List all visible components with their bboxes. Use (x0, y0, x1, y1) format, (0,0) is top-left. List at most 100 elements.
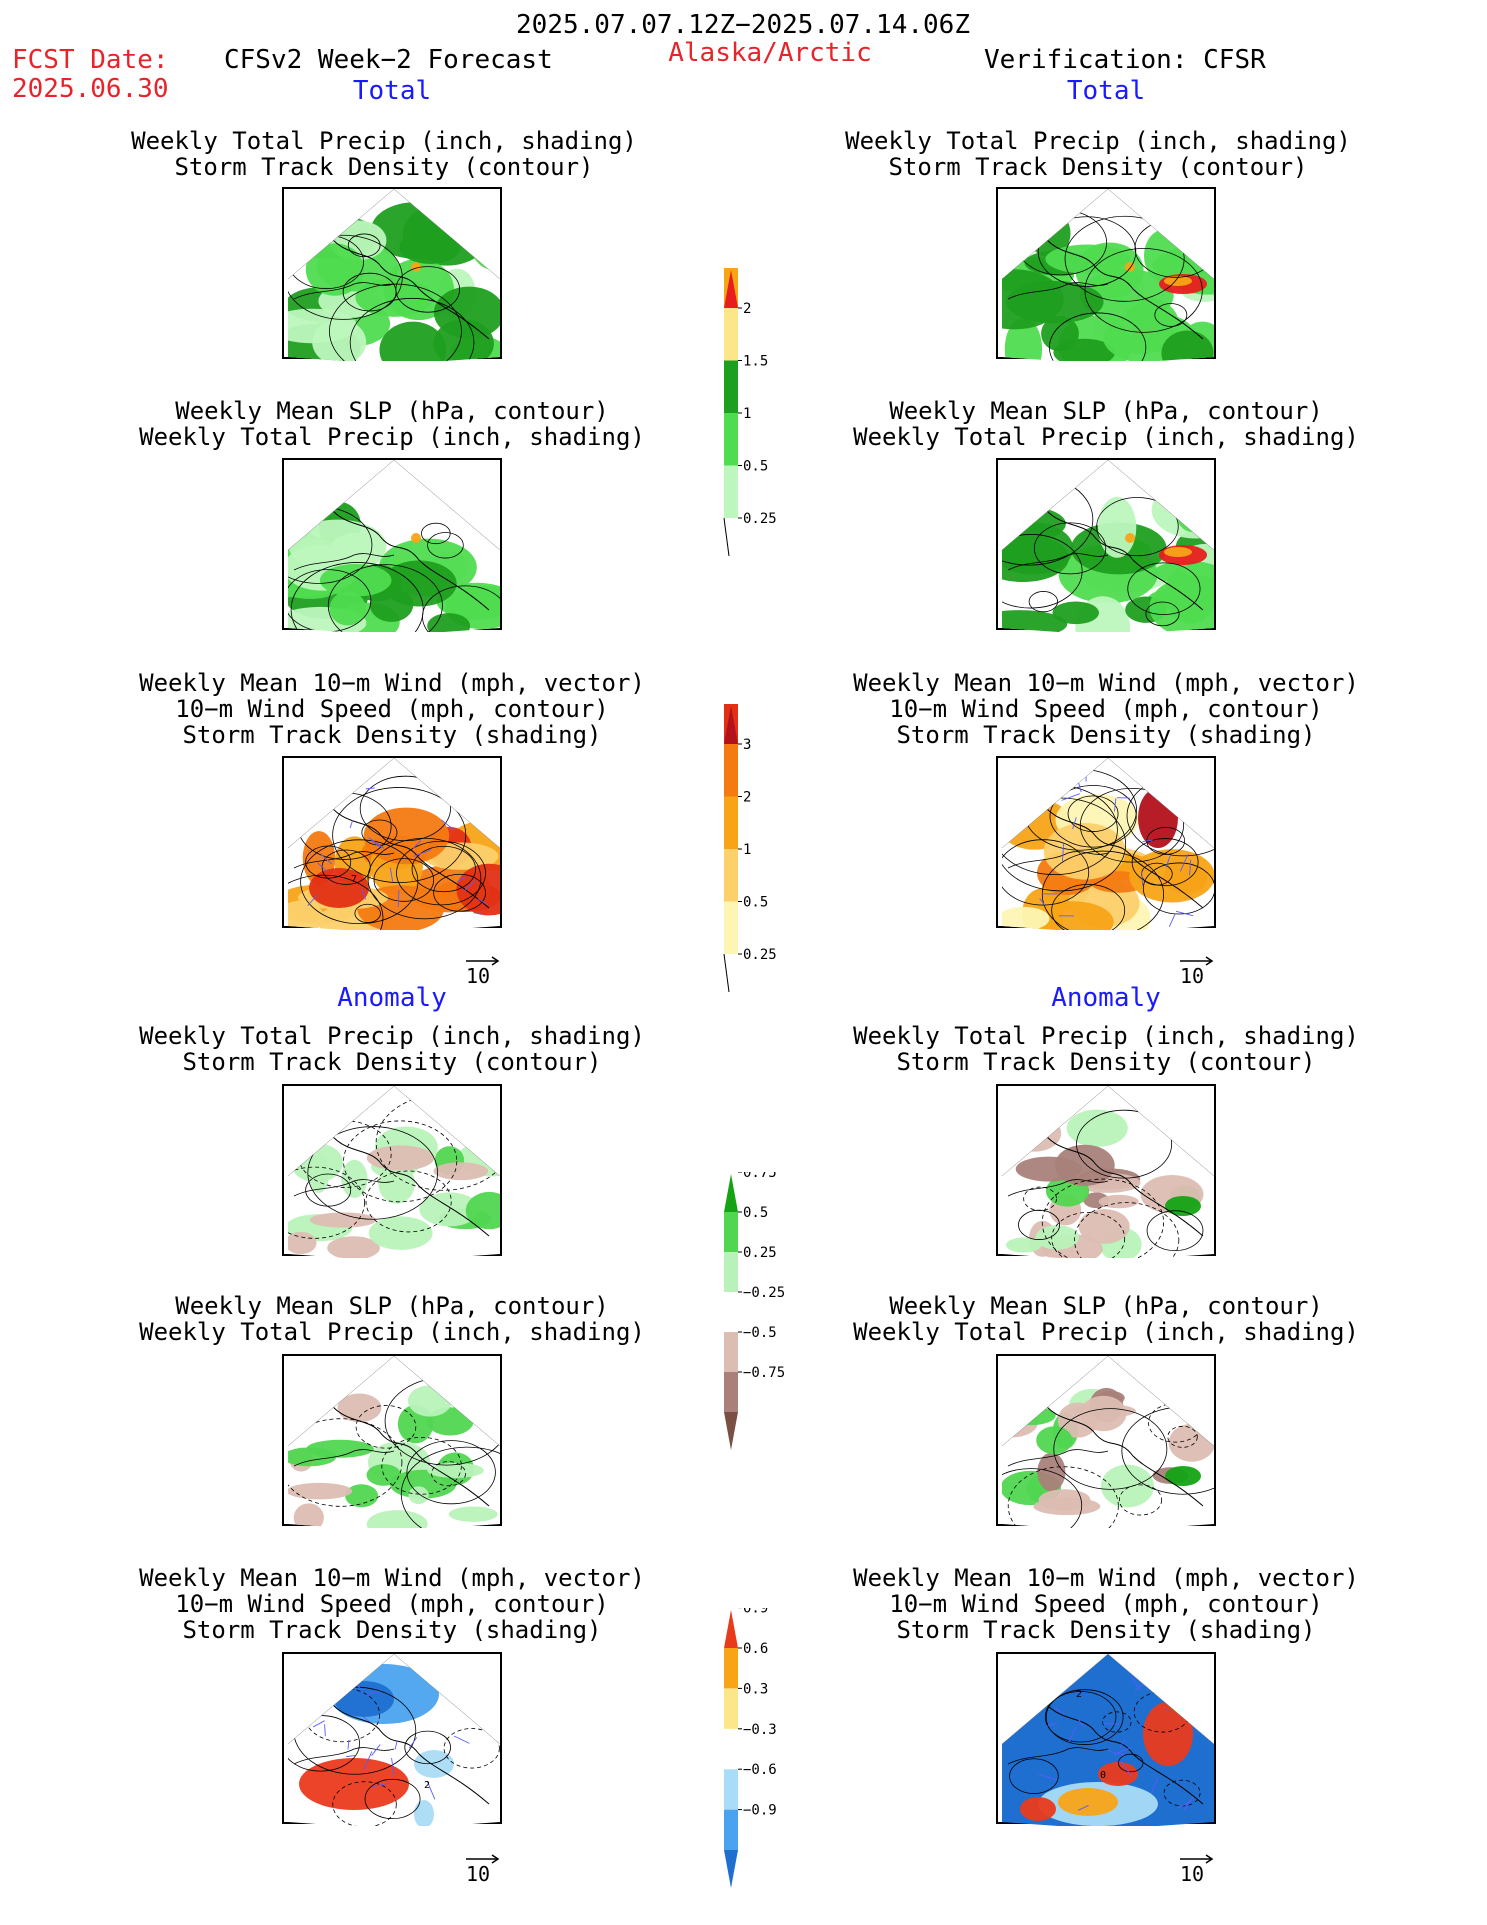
wind-vector (1054, 1707, 1065, 1715)
map-boundary (1001, 189, 1215, 280)
contour-line (1007, 1466, 1119, 1528)
shading-region (1004, 317, 1043, 361)
title-fc-total-wind: Weekly Mean 10−m Wind (mph, vector) 10−m … (139, 669, 645, 749)
title-ob-anom-wind: Weekly Mean 10−m Wind (mph, vector) 10−m … (853, 1564, 1359, 1644)
contour-line (433, 873, 486, 912)
colorbar-label: 0.3 (743, 1681, 768, 1697)
contour-line (343, 1120, 458, 1203)
panel-label-ob-anom-wind-a: 2 (1076, 1689, 1082, 1700)
coastline (1007, 1747, 1109, 1765)
vector-scale-fc-anom: 10 (464, 1850, 504, 1886)
contour-line (396, 840, 486, 906)
colorbar-segment (724, 1412, 738, 1450)
wind-vector (426, 1781, 436, 1800)
section-total-forecast: Total (352, 76, 432, 106)
shading-region (293, 1503, 324, 1528)
wind-vector (1078, 782, 1082, 793)
shading-region (366, 1145, 435, 1171)
map-boundary (287, 1356, 501, 1447)
map-ob-total-slp (996, 458, 1216, 632)
wind-vector (464, 880, 476, 891)
shading-region (414, 1750, 454, 1778)
colorbar-segment (724, 1292, 738, 1332)
map-ob-anom-slp (996, 1354, 1216, 1528)
contour-line (1096, 497, 1179, 557)
contour-line (1067, 795, 1119, 832)
wind-vector (1151, 1777, 1159, 1794)
colorbar-segment (724, 465, 738, 518)
colorbar-segment (724, 1212, 738, 1252)
coastline (1007, 1179, 1109, 1197)
shading-region (1080, 1395, 1127, 1432)
vector-scale-label: 10 (1180, 1862, 1205, 1886)
colorbar-label: 0.25 (743, 1245, 777, 1261)
shading-region (427, 1462, 484, 1478)
vector-arrow-icon (466, 956, 500, 966)
shading-region (1066, 1109, 1128, 1147)
shading-region (1149, 575, 1214, 632)
shading-region (399, 229, 461, 264)
contour-line (1009, 1758, 1059, 1794)
coastline (293, 1179, 395, 1197)
shading-region (1098, 1762, 1138, 1786)
colorbar-segment (724, 1688, 738, 1729)
colorbar-segment (724, 1372, 738, 1412)
shading-region (1164, 276, 1192, 286)
title-ob-anom-slp: Weekly Mean SLP (hPa, contour) Weekly Tot… (853, 1292, 1359, 1346)
contour-line (1145, 601, 1180, 627)
wind-vector (1068, 1726, 1077, 1743)
contour-line (1049, 312, 1147, 361)
colorbar-label: 0.25 (743, 947, 777, 963)
contour-line (342, 272, 397, 312)
colorbar-label: 0.5 (743, 895, 768, 911)
shading-region (408, 1486, 429, 1505)
coastline (323, 1395, 490, 1507)
coastline (1007, 553, 1109, 571)
shading-region (1020, 1797, 1056, 1821)
contour-line (1118, 1484, 1163, 1516)
map-fc-total-wind: 7 (282, 756, 502, 930)
coastline (293, 282, 395, 300)
shading-region (1143, 1702, 1193, 1766)
colorbar-segment (724, 308, 738, 361)
map-fc-anom-wind: 2 (282, 1652, 502, 1826)
colorbar-segment (724, 360, 738, 413)
vector-scale-fc-total: 10 (464, 952, 504, 988)
contour-line (373, 858, 435, 902)
colorbar-label: 0.25 (743, 511, 777, 527)
shading-region (381, 560, 457, 607)
shading-region (288, 900, 324, 930)
contour-line (332, 787, 467, 884)
shading-region (436, 582, 500, 620)
wind-vector (320, 853, 333, 865)
colorbar-segment (724, 270, 738, 308)
contour-line (332, 1781, 397, 1826)
colorbar-segment (724, 1332, 738, 1372)
map-boundary (287, 1654, 501, 1745)
colorbar-label: 1.5 (743, 354, 768, 370)
vector-scale-label: 10 (466, 964, 491, 988)
wind-vector (1072, 817, 1077, 830)
title-fc-anom-wind: Weekly Mean 10−m Wind (mph, vector) 10−m … (139, 1564, 645, 1644)
wind-vector (1119, 1739, 1126, 1749)
shading-region (341, 1159, 368, 1198)
verification-title: Verification: CFSR (984, 45, 1266, 75)
colorbar-precip-anom: −0.75 −0.5 −0.25 0.25 0.5 0.75 (718, 1165, 798, 1452)
colorbar-segment (724, 1252, 738, 1292)
contour-line (1045, 1689, 1124, 1745)
wind-vector (349, 820, 354, 829)
vector-scale-ob-total: 10 (1178, 952, 1218, 988)
colorbar-label: 1 (743, 842, 751, 858)
coastline (323, 228, 490, 340)
contour-line (427, 532, 464, 559)
shading-region (1172, 469, 1210, 532)
contour-line (288, 1166, 365, 1239)
wind-vector (346, 1755, 356, 1758)
wind-vector (324, 1724, 326, 1737)
wind-vector (1047, 1722, 1058, 1727)
contour-line (411, 845, 476, 893)
colorbar-segment (724, 1850, 738, 1888)
colorbar-segment (724, 1809, 738, 1850)
wind-vector (1165, 854, 1171, 868)
